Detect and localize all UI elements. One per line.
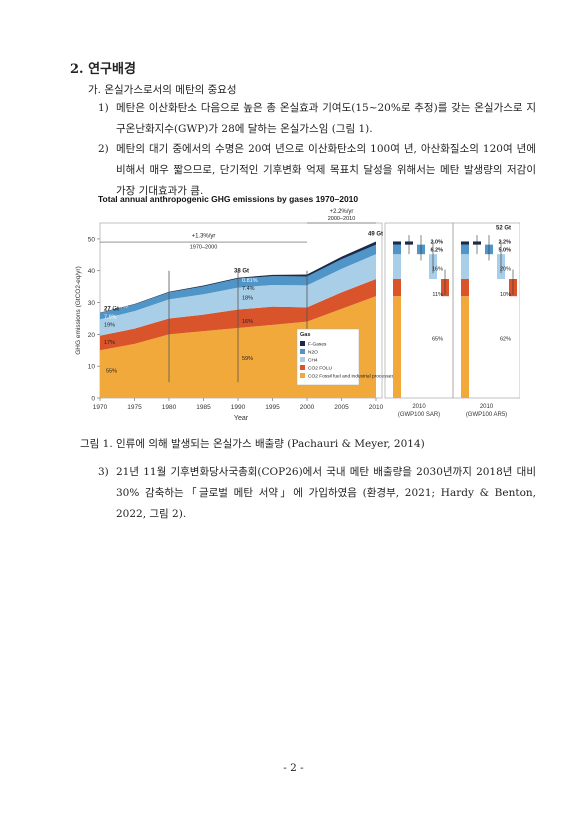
x-tick-label: 1970 [93,404,108,411]
item-text: 메탄의 대기 중에서의 수명은 20여 년으로 이산화탄소의 100여 년, 아… [116,143,536,197]
x-axis-label: Year [234,415,249,422]
page-number: - 2 - [283,762,304,774]
y-tick-label: 10 [88,364,96,371]
figure-caption: 그림 1. 인류에 의해 발생되는 온실가스 배출량 (Pachauri & M… [80,438,425,450]
legend-swatch [300,357,305,362]
stacked-bar-segment [393,241,401,245]
bar-panel-year: 2010 [412,404,426,410]
stacked-bar-segment [393,244,401,255]
total-label: 27 Gt [104,307,119,313]
period-label: 2000–2010 [328,216,356,222]
share-label-2010: 16% [432,267,443,273]
item-number: 1) [98,102,109,114]
legend-box [296,328,360,386]
legend-label: CO2 Fossil fuel and industrial processes [308,374,394,380]
share-label-2010: 65% [432,337,443,343]
stacked-bar-segment [461,296,469,398]
stacked-bar-segment [461,254,469,279]
period-label: 1970–2000 [190,244,218,250]
legend-swatch [300,373,305,378]
bar-panel [452,222,520,399]
legend-swatch [300,341,305,346]
share-label-2010: 6.2% [430,248,443,254]
share-label-1990: 16% [242,319,253,325]
rate-label: +1.3%/yr [192,233,216,239]
item-number: 3) [98,466,109,478]
x-tick-label: 1990 [231,404,246,411]
item-text: 21년 11월 기후변화당사국총회(COP26)에서 국내 메탄 배출량을 20… [116,466,536,520]
y-tick-label: 0 [91,396,95,403]
stacked-bar-segment [393,254,401,279]
total-label: 38 Gt [234,268,249,274]
y-tick-label: 40 [88,268,96,275]
share-label-2010: 2.2% [498,240,511,246]
item-number: 2) [98,143,109,155]
y-tick-label: 20 [88,332,96,339]
y-axis-label: GHG emissions (GtCO2-eq/yr) [75,266,82,355]
share-label-1990: 7.4% [242,286,255,292]
y-tick-label: 30 [88,300,96,307]
legend-swatch [300,349,305,354]
x-tick-label: 1995 [265,404,280,411]
section-title: 2. 연구배경 [70,62,136,77]
share-label-1970: 7.9% [104,314,117,320]
share-label-2010: 2.0% [430,240,443,246]
ghg-emissions-figure: Total annual anthropogenic GHG emissions… [75,194,520,422]
share-label-2010: 62% [500,337,511,343]
share-label-2010: 20% [500,267,511,273]
x-tick-label: 1980 [162,404,177,411]
legend-label: CO2 FOLU [308,366,333,372]
x-tick-label: 2010 [369,404,384,411]
bar-panel-metric: (GWP100 AR5) [466,412,507,418]
item-text: 메탄은 이산화탄소 다음으로 높은 총 온실효과 기여도(15~20%로 추정)… [116,102,536,135]
total-label: 49 Gt [368,232,383,238]
share-label-1970: 17% [104,340,115,346]
stacked-bar-segment [461,244,469,255]
legend-label: F-Gases [308,342,327,348]
legend-swatch [300,365,305,370]
total-label: 52 Gt [496,225,511,231]
y-tick-label: 50 [88,236,96,243]
area-series-4 [100,241,376,314]
share-label-2010: 10% [500,292,511,298]
share-label-1990: 59% [242,356,253,362]
share-label-1990: 18% [242,295,253,301]
share-label-1970: 55% [106,369,117,375]
stacked-bar-segment [461,279,469,297]
share-label-1970: 19% [104,322,115,328]
x-tick-label: 1975 [127,404,142,411]
x-tick-label: 2000 [300,404,315,411]
legend-label: CH4 [308,358,318,364]
share-label-1970: 0.44% [112,303,128,309]
legend-label: N2O [308,350,318,356]
bar-panel-year: 2010 [480,404,494,410]
rate-label: +2.2%/yr [330,209,354,215]
chart-title: Total annual anthropogenic GHG emissions… [98,194,358,204]
share-label-1990: 0.81% [242,278,258,284]
bar-panel-metric: (GWP100 SAR) [398,412,440,418]
x-tick-label: 1985 [196,404,211,411]
stacked-bar-segment [461,241,469,245]
x-tick-label: 2005 [334,404,349,411]
stacked-bar-segment [393,279,401,297]
subsection-heading: 가. 온실가스로서의 메탄의 중요성 [88,84,237,96]
legend-title: Gas [300,332,310,338]
stacked-bar-segment [393,296,401,398]
share-label-2010: 11% [432,292,443,298]
share-label-2010: 5.0% [498,248,511,254]
